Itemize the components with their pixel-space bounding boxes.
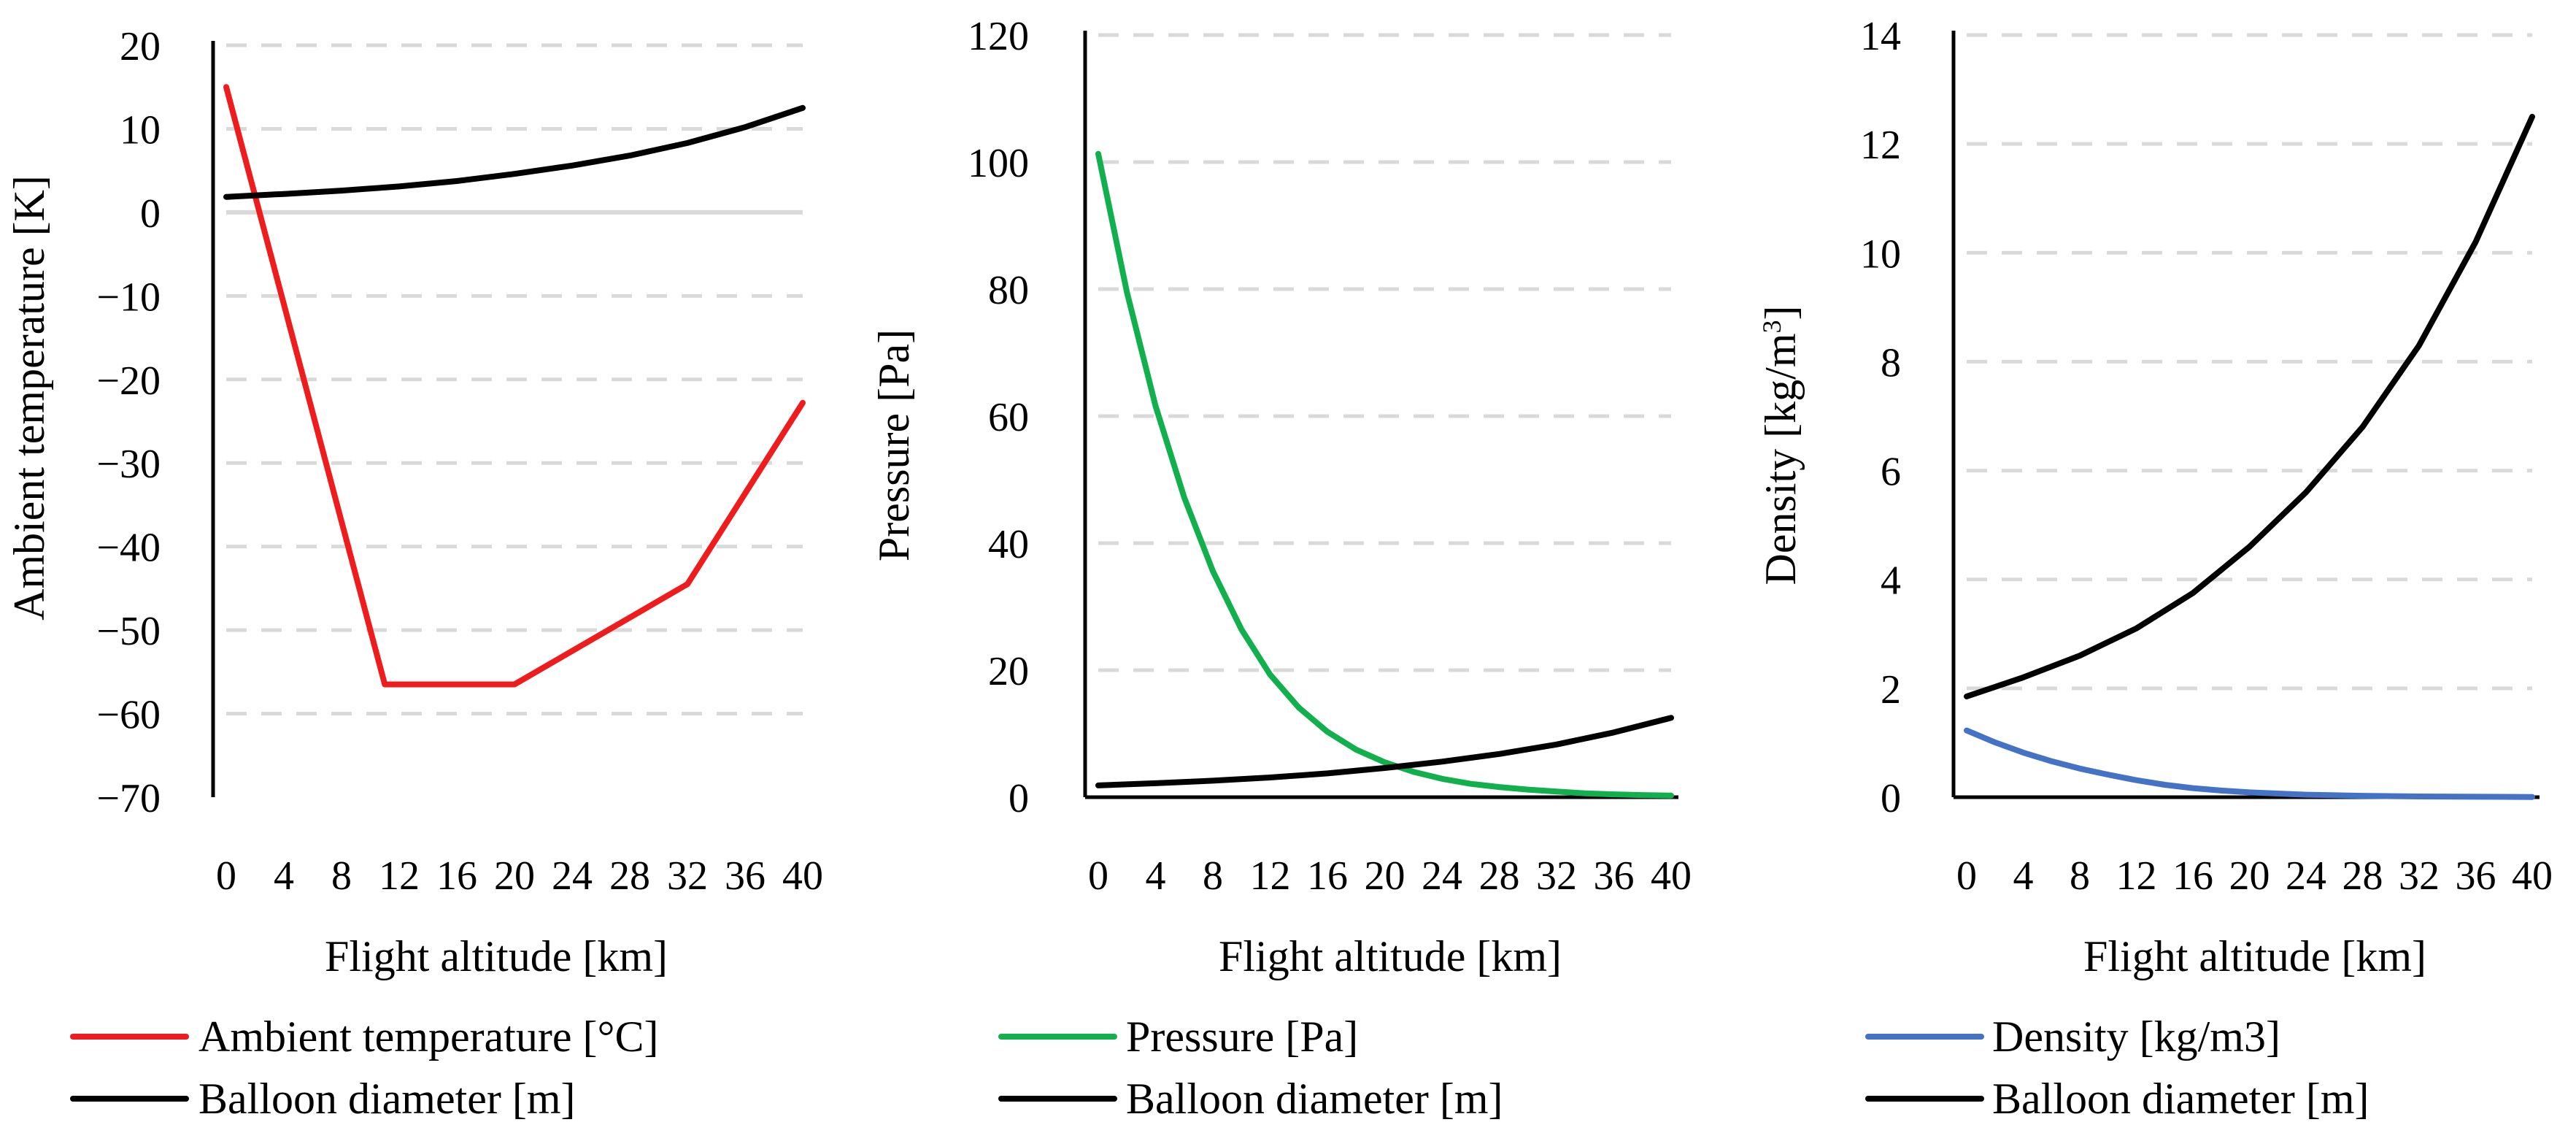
y-tick-label: −10 bbox=[96, 274, 161, 320]
x-tick-label: 32 bbox=[2399, 853, 2440, 899]
y-tick-label: 4 bbox=[1881, 558, 1901, 604]
x-tick-label: 28 bbox=[2342, 853, 2383, 899]
y-tick-label: 40 bbox=[988, 522, 1029, 567]
x-tick-label: 36 bbox=[2456, 853, 2496, 899]
y-tick-label: 2 bbox=[1881, 667, 1901, 713]
y-tick-label: −70 bbox=[96, 776, 161, 821]
x-tick-label: 0 bbox=[1956, 853, 1977, 899]
legend-label-2: Balloon diameter [m] bbox=[198, 1075, 576, 1123]
x-tick-label: 8 bbox=[1203, 853, 1223, 899]
x-tick-label: 16 bbox=[436, 853, 477, 899]
x-tick-label: 20 bbox=[2229, 853, 2270, 899]
x-tick-label: 28 bbox=[609, 853, 650, 899]
x-tick-label: 4 bbox=[274, 853, 294, 899]
x-tick-label: 28 bbox=[1479, 853, 1520, 899]
y-tick-label: 80 bbox=[988, 268, 1029, 313]
x-tick-label: 12 bbox=[2116, 853, 2157, 899]
y-axis-label: Pressure [Pa] bbox=[870, 329, 918, 561]
series-line-1 bbox=[1095, 150, 1674, 799]
y-tick-label: 14 bbox=[1860, 14, 1901, 59]
y-tick-label: 0 bbox=[1009, 776, 1029, 821]
y-tick-label: 0 bbox=[140, 191, 161, 237]
series-line-1 bbox=[223, 84, 806, 688]
x-tick-label: 20 bbox=[494, 853, 535, 899]
x-tick-label: 24 bbox=[2286, 853, 2326, 899]
x-tick-label: 0 bbox=[216, 853, 236, 899]
y-tick-label: 10 bbox=[1860, 231, 1901, 277]
x-tick-label: 0 bbox=[1088, 853, 1108, 899]
legend-label-1: Ambient temperature [°C] bbox=[198, 1013, 658, 1061]
x-tick-label: 8 bbox=[2070, 853, 2090, 899]
y-tick-label: 10 bbox=[120, 107, 161, 153]
x-tick-label: 20 bbox=[1365, 853, 1405, 899]
x-tick-label: 24 bbox=[1422, 853, 1462, 899]
x-axis-label: Flight altitude [km] bbox=[1219, 932, 1562, 980]
y-tick-label: −50 bbox=[96, 609, 161, 654]
series-line-2 bbox=[1095, 715, 1674, 788]
y-tick-label: 20 bbox=[988, 649, 1029, 694]
y-tick-label: −40 bbox=[96, 526, 161, 571]
x-tick-label: 40 bbox=[782, 853, 823, 899]
legend-label-1: Density [kg/m3] bbox=[1992, 1013, 2280, 1061]
x-tick-label: 40 bbox=[2512, 853, 2553, 899]
y-tick-label: 120 bbox=[968, 14, 1029, 59]
y-tick-label: 100 bbox=[968, 141, 1029, 186]
x-tick-label: 12 bbox=[1250, 853, 1291, 899]
y-tick-label: 20 bbox=[120, 24, 161, 69]
series-line-2 bbox=[223, 104, 806, 200]
y-axis-label: Density [kg/m3] bbox=[1756, 306, 1805, 585]
y-axis-label-suffix: ] bbox=[1756, 306, 1805, 320]
x-tick-label: 40 bbox=[1651, 853, 1692, 899]
x-tick-label: 16 bbox=[1307, 853, 1348, 899]
x-tick-label: 32 bbox=[1536, 853, 1577, 899]
x-axis-label: Flight altitude [km] bbox=[325, 932, 668, 980]
legend-label-1: Pressure [Pa] bbox=[1126, 1013, 1358, 1061]
y-tick-label: 0 bbox=[1881, 776, 1901, 821]
y-tick-label: 6 bbox=[1881, 450, 1901, 495]
x-tick-label: 8 bbox=[331, 853, 352, 899]
y-tick-label: −60 bbox=[96, 693, 161, 738]
y-tick-label: 8 bbox=[1881, 340, 1901, 385]
x-axis-label: Flight altitude [km] bbox=[2083, 932, 2426, 980]
x-tick-label: 4 bbox=[1146, 853, 1166, 899]
y-tick-label: −20 bbox=[96, 358, 161, 404]
x-tick-label: 36 bbox=[1594, 853, 1635, 899]
legend-label-2: Balloon diameter [m] bbox=[1126, 1075, 1503, 1123]
series-line-2 bbox=[1964, 113, 2535, 699]
series-line-1 bbox=[1964, 727, 2535, 800]
x-tick-label: 36 bbox=[725, 853, 766, 899]
y-axis-label: Ambient temperature [K] bbox=[5, 175, 53, 621]
x-tick-label: 24 bbox=[552, 853, 593, 899]
y-axis-label-superscript: 3 bbox=[1757, 320, 1786, 334]
x-tick-label: 4 bbox=[2013, 853, 2034, 899]
legend-label-2: Balloon diameter [m] bbox=[1992, 1075, 2369, 1123]
y-tick-label: 12 bbox=[1860, 123, 1901, 168]
x-tick-label: 16 bbox=[2172, 853, 2213, 899]
x-tick-label: 12 bbox=[379, 853, 420, 899]
x-tick-label: 32 bbox=[667, 853, 708, 899]
y-tick-label: −30 bbox=[96, 442, 161, 487]
y-tick-label: 60 bbox=[988, 395, 1029, 440]
